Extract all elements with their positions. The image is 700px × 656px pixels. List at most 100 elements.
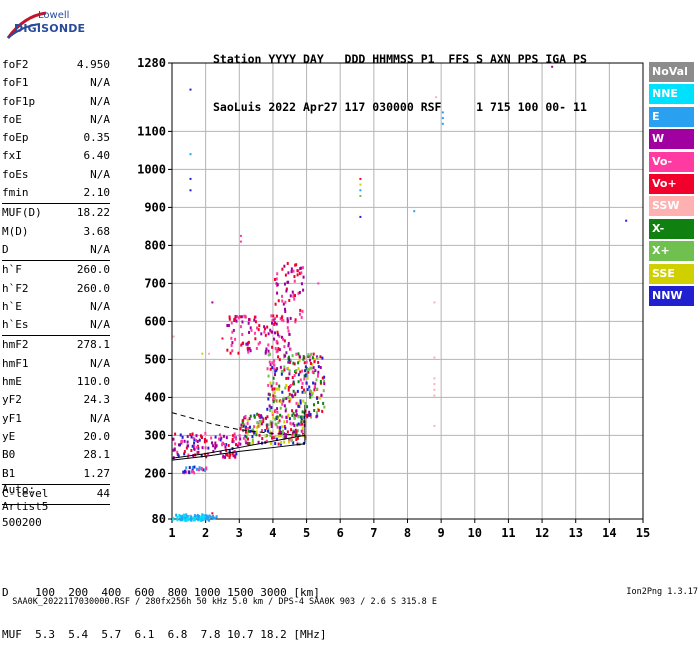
param-value: 278.1 [76,338,110,352]
echo-point [303,388,306,392]
param-value: 0.35 [83,131,111,145]
echo-point [265,434,268,438]
echo-point [293,423,296,427]
echo-point [185,446,188,450]
echo-point [280,369,283,373]
echo-point [181,514,184,518]
x-tick-label: 11 [501,526,515,540]
echo-point [280,440,283,444]
param-separator [2,504,110,506]
echo-point [359,195,362,197]
echo-point [267,397,270,401]
footer-file-info: SAA0K_2022117030000.RSF / 280fx256h 50 k… [12,597,437,607]
echo-point [305,381,308,385]
echo-point [187,444,190,448]
echo-point [286,317,289,321]
echo-point [270,425,273,429]
echo-point [271,319,274,323]
echo-point [295,438,298,442]
echo-point [311,356,314,360]
echo-point [198,466,201,470]
echo-point [226,323,229,327]
param-label: hmE [2,375,22,389]
echo-point [306,405,309,409]
echo-point [257,342,260,346]
echo-point [307,370,310,374]
echo-point [315,378,318,382]
echo-point [243,416,246,420]
echo-point [229,453,232,457]
echo-point [284,354,287,358]
legend-item-w: W [649,129,694,150]
y-tick-label: 900 [144,200,166,214]
echo-point [321,376,324,380]
echo-point [248,347,251,351]
echo-point [300,415,303,419]
echo-point [433,301,436,304]
echo-point [301,369,304,373]
echo-point [299,401,302,405]
echo-point [281,299,284,303]
echo-point [275,339,278,343]
param-value: 24.3 [83,393,111,407]
lowell-digisonde-logo: Lowell DIGISONDE [6,10,85,42]
echo-point [298,405,301,409]
echo-point [200,454,203,458]
echo-point [234,337,237,341]
echo-point [212,444,215,448]
x-tick-label: 5 [303,526,310,540]
echo-point [276,291,279,295]
echo-point [256,425,259,429]
echo-point [292,293,295,297]
y-tick-label: 1280 [137,56,166,70]
echo-point [359,183,362,186]
echo-point [206,516,209,520]
echo-point [435,96,438,99]
echo-point [172,448,175,452]
param-value: N/A [90,76,110,90]
param-label: D [2,242,9,256]
echo-point [225,449,228,453]
echo-point [181,435,184,439]
echo-point [239,234,242,237]
echo-point [275,282,278,286]
echo-point [264,351,267,355]
echo-point [201,446,204,450]
echo-point [271,366,274,370]
echo-point [214,435,217,439]
echo-point [203,468,206,472]
echo-point [187,453,190,457]
logo-text-lowell: Lowell [38,10,70,21]
echo-point [283,420,286,424]
param-value: 28.1 [83,448,111,462]
x-tick-label: 9 [438,526,445,540]
echo-point [267,383,270,387]
echo-point [225,436,228,440]
echo-point [278,384,281,388]
echo-point [257,413,260,417]
echo-point [272,381,275,385]
echo-point [178,513,181,517]
echo-point [255,433,258,437]
echo-point [433,424,436,427]
echo-point [286,261,289,265]
echo-point [266,367,269,371]
echo-point [317,370,320,374]
echo-point [272,314,275,318]
echo-point [226,348,229,352]
echo-point [311,370,314,374]
echo-point [280,430,283,434]
echo-point [264,429,267,433]
echo-point [291,376,294,380]
echo-point [253,315,256,319]
echo-point [245,435,248,439]
echo-point [228,317,231,321]
echo-point [287,366,290,370]
echo-point [313,388,316,392]
param-row: foF1p N/A [2,93,110,111]
echo-point [232,434,235,438]
echo-point [228,450,231,454]
echo-point [182,514,185,518]
echo-point [270,384,273,388]
echo-point [179,433,182,437]
